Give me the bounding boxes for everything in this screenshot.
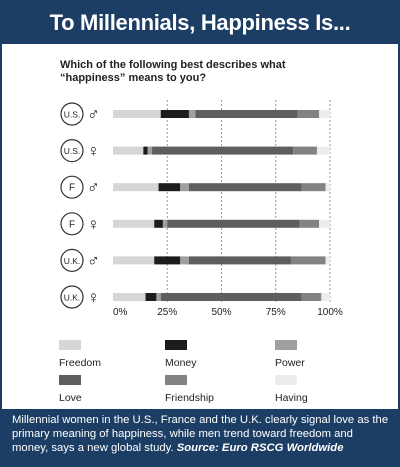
bar-segment-power [162, 219, 168, 228]
bar-segment-friendship [301, 183, 326, 192]
caption-text: Millennial women in the U.S., France and… [12, 414, 389, 454]
bar-segment-friendship [290, 256, 326, 265]
bar-segment-friendship [301, 293, 322, 301]
legend-swatch-love [59, 375, 81, 385]
bar-segment-money [154, 256, 181, 265]
country-code-label: F [69, 183, 75, 194]
country-code-label: U.S. [64, 146, 81, 156]
female-symbol-icon: ♀ [87, 288, 100, 307]
bar-segment-having [319, 110, 330, 118]
x-tick-label: 100% [317, 307, 343, 318]
bar-segment-having [325, 256, 330, 265]
bar-segment-money [145, 293, 157, 301]
legend-label: Love [59, 392, 82, 404]
bar-segment-money [160, 110, 189, 118]
bar-segment-love [195, 110, 298, 118]
bar-segment-friendship [297, 110, 320, 118]
chart-title: To Millennials, Happiness Is... [49, 10, 351, 35]
bar-segment-power [180, 183, 189, 192]
legend-label: Friendship [165, 392, 214, 404]
x-tick-label: 75% [266, 307, 286, 318]
country-code-label: U.S. [64, 110, 81, 120]
bar-segment-having [316, 146, 330, 155]
bar-segment-freedom [113, 219, 155, 228]
country-code-label: U.K. [64, 293, 81, 303]
bar-segment-freedom [113, 293, 146, 301]
legend-label: Freedom [59, 357, 101, 369]
bar-segment-love [167, 219, 300, 228]
country-badge [60, 175, 84, 199]
male-symbol-icon: ♂ [87, 178, 100, 197]
female-symbol-icon: ♀ [87, 142, 100, 161]
x-tick-label: 25% [157, 307, 177, 318]
bar-segment-freedom [113, 256, 155, 265]
bar-segment-having [321, 293, 330, 301]
bar-segment-friendship [299, 219, 320, 228]
male-symbol-icon: ♂ [87, 251, 100, 270]
bar-segment-money [158, 183, 181, 192]
caption-bar: Millennial women in the U.S., France and… [2, 409, 398, 465]
country-badge [60, 139, 84, 163]
legend-swatch-money [165, 340, 187, 350]
bar-segment-love [188, 256, 291, 265]
legend-swatch-freedom [59, 340, 81, 350]
legend-swatch-power [275, 340, 297, 350]
bar-segment-freedom [113, 183, 159, 192]
bar-segment-freedom [113, 110, 161, 118]
survey-question: Which of the following best describes wh… [60, 59, 286, 84]
title-bar: To Millennials, Happiness Is... [2, 2, 398, 44]
female-symbol-icon: ♀ [87, 215, 100, 234]
country-code-label: F [69, 219, 75, 230]
legend-swatch-friendship [165, 375, 187, 385]
bar-segment-power [156, 293, 161, 301]
bar-segment-money [143, 146, 148, 155]
country-badge [60, 285, 84, 309]
country-badge [60, 212, 84, 236]
legend-label: Power [275, 357, 305, 369]
bar-segment-power [147, 146, 153, 155]
bar-segment-love [160, 293, 302, 301]
x-tick-label: 50% [211, 307, 231, 318]
bar-segment-power [180, 256, 189, 265]
country-badge [60, 102, 84, 126]
x-tick-label: 0% [113, 307, 128, 318]
stacked-bar-chart: 0% 25% 50% 75% 100% U.S. ♂ U.S. ♀ F ♂ F ♀ U.K. ♂ U.K. ♀ F… [59, 100, 343, 404]
bar-segment-love [152, 146, 294, 155]
bar-segment-having [319, 219, 330, 228]
country-badge [60, 248, 84, 272]
legend-label: Money [165, 357, 197, 369]
male-symbol-icon: ♂ [87, 105, 100, 124]
legend-label: Having [275, 392, 308, 404]
bar-segment-freedom [113, 146, 144, 155]
legend-swatch-having [275, 375, 297, 385]
bar-segment-having [325, 183, 330, 192]
bar-segment-power [188, 110, 196, 118]
bar-segment-love [188, 183, 302, 192]
caption-source: Source: Euro RSCG Worldwide [176, 442, 344, 454]
bar-segment-friendship [293, 146, 317, 155]
country-code-label: U.K. [64, 256, 81, 266]
caption: Millennial women in the U.S., France and… [12, 413, 390, 455]
bar-segment-money [154, 219, 163, 228]
